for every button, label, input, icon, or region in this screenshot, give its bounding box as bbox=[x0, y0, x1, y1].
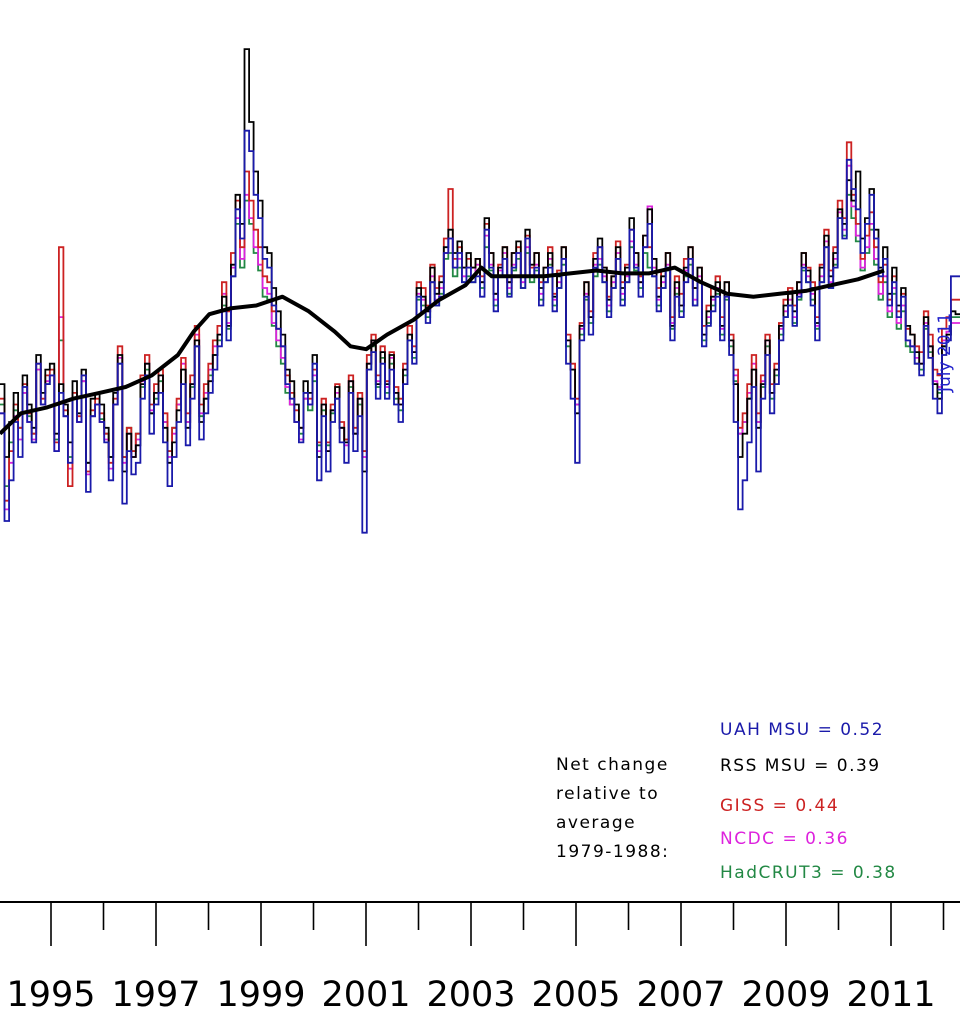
legend-entry-giss: GISS = 0.44 bbox=[720, 796, 839, 816]
x-tick-label: 2005 bbox=[531, 975, 620, 1015]
legend-entry-ncdc: NCDC = 0.36 bbox=[720, 829, 849, 849]
x-tick-label: 2011 bbox=[846, 975, 935, 1015]
x-tick-label: 2003 bbox=[426, 975, 515, 1015]
x-tick-label: 1995 bbox=[6, 975, 95, 1015]
x-tick-label: 2007 bbox=[636, 975, 725, 1015]
note-line: average bbox=[556, 813, 636, 833]
legend-entry-uah: UAH MSU = 0.52 bbox=[720, 720, 884, 740]
smoothed-line bbox=[0, 265, 885, 436]
legend-entry-hadcrut3: HadCRUT3 = 0.38 bbox=[720, 863, 897, 883]
series-uah-msu bbox=[0, 129, 960, 534]
x-tick-label: 2001 bbox=[321, 975, 410, 1015]
note-line: relative to bbox=[556, 784, 659, 804]
note-line: 1979-1988: bbox=[556, 842, 669, 862]
series-layer bbox=[0, 48, 960, 534]
x-ticks bbox=[50, 902, 945, 946]
note: Net change relative to average 1979-1988… bbox=[556, 755, 669, 862]
end-date-label: July 2011 bbox=[935, 313, 955, 393]
smoothed-layer bbox=[0, 265, 885, 436]
series-rss-msu bbox=[0, 48, 960, 473]
x-tick-label: 1999 bbox=[216, 975, 305, 1015]
note-line: Net change bbox=[556, 755, 669, 775]
legend: UAH MSU = 0.52 RSS MSU = 0.39 GISS = 0.4… bbox=[720, 720, 897, 883]
x-tick-label: 1997 bbox=[111, 975, 200, 1015]
x-tick-label: 2009 bbox=[741, 975, 830, 1015]
x-tick-labels: 1995 1997 1999 2001 2003 2005 2007 2009 … bbox=[6, 975, 935, 1015]
legend-entry-rss: RSS MSU = 0.39 bbox=[720, 756, 881, 776]
